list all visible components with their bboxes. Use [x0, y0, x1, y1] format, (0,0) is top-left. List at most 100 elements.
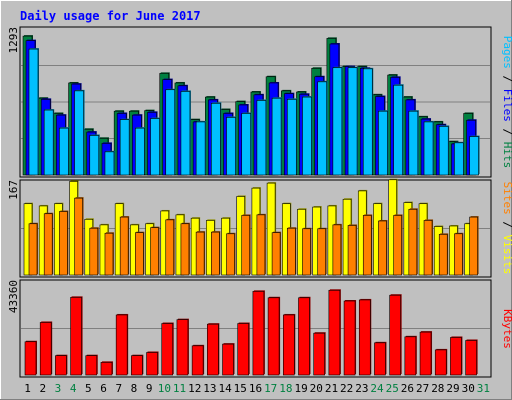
sites-bar-day-24 — [378, 220, 387, 276]
kbytes-bar-day-26 — [404, 336, 417, 376]
pages-bar-day-3 — [59, 127, 69, 176]
axis-label-part: KBytes — [501, 309, 512, 349]
pages-bar-day-4 — [74, 90, 84, 176]
kbytes-bar-day-17 — [267, 297, 280, 376]
day-label-10: 10 — [158, 382, 171, 395]
kbytes-bar-day-7 — [115, 314, 128, 376]
day-label-28: 28 — [431, 382, 444, 395]
sites-bar-day-8 — [135, 232, 144, 276]
kbytes-bar-day-14 — [222, 343, 234, 376]
pages-bar-day-10 — [165, 89, 176, 176]
kbytes-bar-day-3 — [55, 355, 67, 376]
day-label-16: 16 — [249, 382, 262, 395]
pages-bar-day-12 — [195, 121, 206, 176]
kbytes-bars — [24, 289, 478, 376]
kbytes-bar-day-16 — [252, 291, 265, 376]
day-label-7: 7 — [115, 382, 122, 395]
sites-bar-day-22 — [347, 225, 357, 276]
axis-label-part: / — [501, 69, 512, 89]
kbytes-bar-day-18 — [282, 314, 295, 376]
pages-bar-day-25 — [393, 84, 403, 176]
hits-files-pages-ymax-label: 1293 — [7, 27, 20, 54]
day-label-15: 15 — [234, 382, 247, 395]
kbytes-bar-day-4 — [70, 297, 82, 376]
day-label-2: 2 — [39, 382, 46, 395]
sites-bar-day-7 — [119, 216, 129, 276]
day-label-8: 8 — [131, 382, 138, 395]
day-label-13: 13 — [203, 382, 216, 395]
kbytes-bar-day-22 — [343, 300, 356, 376]
visits-bar-day-17 — [266, 182, 276, 276]
day-label-18: 18 — [279, 382, 292, 395]
day-label-1: 1 — [24, 382, 31, 395]
pages-bar-day-20 — [317, 81, 327, 176]
kbytes-bar-day-12 — [191, 345, 204, 376]
pages-bar-day-2 — [43, 109, 54, 176]
day-label-3: 3 — [55, 382, 62, 395]
pages-bar-day-11 — [180, 91, 191, 176]
kbytes-bar-day-23 — [358, 299, 371, 376]
kbytes-bar-day-19 — [298, 297, 310, 376]
kbytes-bar-day-25 — [389, 294, 401, 376]
kbytes-bar-day-8 — [131, 355, 143, 376]
day-label-9: 9 — [146, 382, 153, 395]
sites-bar-day-5 — [89, 227, 99, 276]
pages-bar-day-29 — [454, 142, 464, 176]
day-label-6: 6 — [100, 382, 107, 395]
day-label-22: 22 — [340, 382, 353, 395]
pages-bar-day-26 — [408, 110, 419, 176]
pages-bar-day-8 — [135, 127, 145, 176]
kbytes-bar-day-24 — [374, 342, 386, 376]
axis-label-part: Files — [501, 89, 512, 122]
sites-bar-day-30 — [469, 216, 478, 276]
day-label-29: 29 — [446, 382, 459, 395]
pages-bar-day-24 — [378, 110, 388, 176]
sites-visits-axis-label: Sites / Visits — [501, 182, 512, 275]
pages-bar-day-18 — [286, 99, 297, 176]
sites-bar-day-25 — [393, 215, 402, 276]
day-label-20: 20 — [310, 382, 323, 395]
pages-bar-day-21 — [332, 67, 343, 176]
day-label-24: 24 — [370, 382, 384, 395]
sites-bar-day-12 — [195, 231, 205, 276]
day-label-12: 12 — [188, 382, 201, 395]
day-label-25: 25 — [386, 382, 399, 395]
day-label-11: 11 — [173, 382, 186, 395]
day-label-5: 5 — [85, 382, 92, 395]
kbytes-bar-day-29 — [450, 337, 462, 376]
sites-visits-bars — [23, 178, 479, 276]
pages-bar-day-15 — [241, 113, 252, 176]
kbytes-bar-day-6 — [100, 362, 113, 376]
day-label-26: 26 — [401, 382, 414, 395]
sites-bar-day-1 — [28, 223, 38, 276]
kbytes-bar-day-2 — [39, 322, 52, 376]
sites-bar-day-4 — [74, 197, 83, 276]
sites-bar-day-27 — [423, 220, 433, 276]
axis-label-part: / — [501, 122, 512, 142]
sites-bar-day-29 — [454, 233, 463, 276]
kbytes-bar-day-10 — [161, 323, 174, 376]
pages-bar-day-1 — [28, 48, 39, 176]
hits-files-pages-axis-label: Pages / Files / Hits — [501, 36, 512, 169]
pages-bar-day-19 — [302, 96, 312, 176]
kbytes-bar-day-30 — [465, 340, 477, 376]
kbytes-bar-day-9 — [146, 352, 158, 376]
axis-label-part: / — [501, 215, 512, 235]
pages-bar-day-28 — [438, 126, 449, 176]
day-label-4: 4 — [70, 382, 77, 395]
sites-bar-day-20 — [317, 228, 326, 276]
kbytes-bar-day-1 — [24, 341, 37, 376]
sites-bar-day-14 — [226, 233, 235, 276]
pages-bar-day-9 — [150, 118, 160, 176]
axis-label-part: Pages — [501, 36, 512, 69]
pages-bar-day-6 — [104, 151, 115, 176]
sites-bar-day-28 — [438, 234, 448, 276]
pages-bar-day-22 — [347, 67, 358, 176]
kbytes-bar-day-20 — [313, 332, 325, 376]
sites-bar-day-26 — [408, 208, 418, 276]
kbytes-bar-day-27 — [419, 331, 432, 376]
sites-bar-day-21 — [332, 224, 342, 276]
kbytes-axis-label: KBytes — [501, 309, 512, 349]
kbytes-bar-day-5 — [85, 355, 98, 376]
hits-files-pages-bars — [22, 35, 480, 176]
